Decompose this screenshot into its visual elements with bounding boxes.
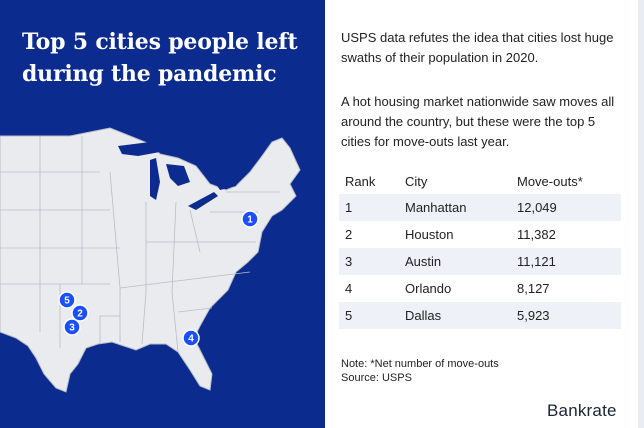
right-edge — [638, 0, 644, 428]
cell-move-outs: 5,923 — [511, 302, 621, 329]
marker-3[interactable]: 3 — [63, 318, 81, 336]
marker-3-label: 3 — [69, 323, 75, 334]
marker-4[interactable]: 4 — [182, 329, 200, 347]
header-move-outs: Move-outs* — [517, 173, 583, 189]
cell-rank: 5 — [339, 302, 399, 329]
cell-move-outs: 12,049 — [511, 194, 621, 221]
marker-1-label: 1 — [247, 215, 253, 226]
state-borders — [0, 136, 280, 353]
footnote: Note: *Net number of move-outs Source: U… — [341, 357, 499, 385]
source-text: Source: USPS — [341, 372, 412, 384]
text-panel: USPS data refutes the idea that cities l… — [325, 0, 644, 428]
table-row: 5 Dallas 5,923 — [339, 302, 621, 329]
lake-michigan — [150, 158, 160, 200]
headline: Top 5 cities people left during the pand… — [22, 29, 298, 87]
table-header-row: Rank City Move-outs* — [339, 168, 621, 194]
cell-move-outs: 8,127 — [517, 281, 550, 296]
cell-move-outs: 11,382 — [517, 227, 556, 242]
marker-2[interactable]: 2 — [71, 304, 89, 322]
cities-table: Rank City Move-outs* 1 Manhattan 12,049 … — [339, 168, 621, 329]
lake-superior — [118, 142, 160, 156]
cell-city: Orlando — [405, 281, 452, 296]
cell-move-outs: 11,121 — [511, 248, 621, 275]
table-row: 3 Austin 11,121 — [339, 248, 621, 275]
cell-city: Austin — [399, 248, 511, 275]
intro-paragraph-2: A hot housing market nationwide saw move… — [341, 94, 615, 149]
marker-2-label: 2 — [77, 309, 83, 320]
intro-paragraph-1: USPS data refutes the idea that cities l… — [341, 30, 614, 65]
blue-panel: Top 5 cities people left during the pand… — [0, 0, 325, 428]
lake-erie — [188, 192, 218, 210]
marker-4-label: 4 — [188, 334, 194, 345]
cell-rank: 1 — [339, 194, 399, 221]
note-text: Note: *Net number of move-outs — [341, 358, 499, 370]
lake-huron — [166, 164, 190, 186]
marker-1[interactable]: 1 — [241, 210, 259, 228]
cell-rank: 3 — [339, 248, 399, 275]
marker-5[interactable]: 5 — [58, 291, 76, 309]
header-rank: Rank — [345, 173, 376, 189]
header-city: City — [405, 173, 428, 189]
cell-rank: 4 — [345, 281, 353, 296]
us-east-map: 1 5 2 3 4 — [0, 127, 301, 393]
table-row: 2 Houston 11,382 — [339, 221, 621, 248]
cell-city: Houston — [405, 227, 454, 242]
table-row: 1 Manhattan 12,049 — [339, 194, 621, 221]
cell-rank: 2 — [345, 227, 353, 242]
cell-city: Manhattan — [399, 194, 511, 221]
bankrate-logo: Bankrate — [547, 401, 617, 420]
marker-5-label: 5 — [64, 296, 70, 307]
cell-city: Dallas — [399, 302, 511, 329]
lake-ontario — [216, 180, 236, 190]
table-row: 4 Orlando 8,127 — [339, 275, 621, 302]
